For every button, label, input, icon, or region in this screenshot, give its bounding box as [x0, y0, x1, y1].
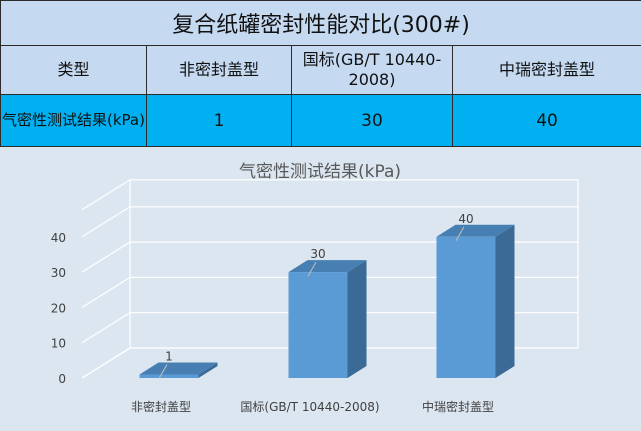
- bar-side: [495, 224, 515, 378]
- bar-chart: 气密性测试结果(kPa) 0 10 20 30 40 1 30 40 非密封盖型 国标(GB/…: [51, 162, 579, 414]
- header-zhongrui-sealed: 中瑞密封盖型: [451, 45, 641, 95]
- value-zhongrui-sealed: 40: [451, 94, 641, 147]
- value-non-sealed: 1: [146, 94, 292, 147]
- value-national-standard: 30: [291, 94, 453, 147]
- data-label: 40: [458, 212, 473, 226]
- comparison-table: 复合纸罐密封性能对比(300#) 类型 非密封盖型 国标(GB/T 10440-…: [0, 0, 641, 147]
- table-title: 复合纸罐密封性能对比(300#): [0, 0, 641, 46]
- gridline-diag: [81, 276, 131, 308]
- x-tick-label: 非密封盖型: [131, 399, 191, 414]
- bar-side: [198, 362, 218, 378]
- gridline-diag: [81, 347, 131, 379]
- y-tick-label: 30: [51, 266, 66, 280]
- x-tick-label: 国标(GB/T 10440-2008): [240, 400, 379, 414]
- data-label: 1: [165, 349, 173, 363]
- bar: [139, 362, 218, 378]
- bar-top: [436, 224, 515, 237]
- y-tick-label: 20: [51, 301, 66, 315]
- bar-front: [436, 236, 496, 378]
- chart-title: 气密性测试结果(kPa): [239, 162, 401, 182]
- y-tick-label: 40: [51, 231, 66, 245]
- header-type: 类型: [0, 45, 147, 95]
- y-tick-label: 0: [58, 372, 66, 386]
- bar-front: [139, 374, 199, 378]
- bar: [436, 224, 515, 378]
- header-national-standard: 国标(GB/T 10440-2008): [291, 45, 453, 95]
- header-non-sealed: 非密封盖型: [146, 45, 292, 95]
- gridline-diag: [81, 241, 131, 273]
- side-wall-top: [81, 179, 131, 211]
- data-label: 30: [310, 247, 325, 261]
- bar-top: [288, 260, 367, 273]
- data-label-leader: [455, 226, 465, 242]
- bar-front: [288, 272, 348, 378]
- row-label: 气密性测试结果(kPa): [0, 94, 147, 147]
- bar: [288, 260, 367, 378]
- gridline-diag: [81, 206, 131, 238]
- data-label-leader: [307, 261, 317, 277]
- x-tick-label: 中瑞密封盖型: [422, 399, 494, 414]
- y-tick-label: 10: [51, 337, 66, 351]
- bar-side: [347, 260, 367, 378]
- gridline-diag: [81, 312, 131, 344]
- bar-top: [139, 362, 218, 375]
- data-label-leader: [158, 364, 168, 379]
